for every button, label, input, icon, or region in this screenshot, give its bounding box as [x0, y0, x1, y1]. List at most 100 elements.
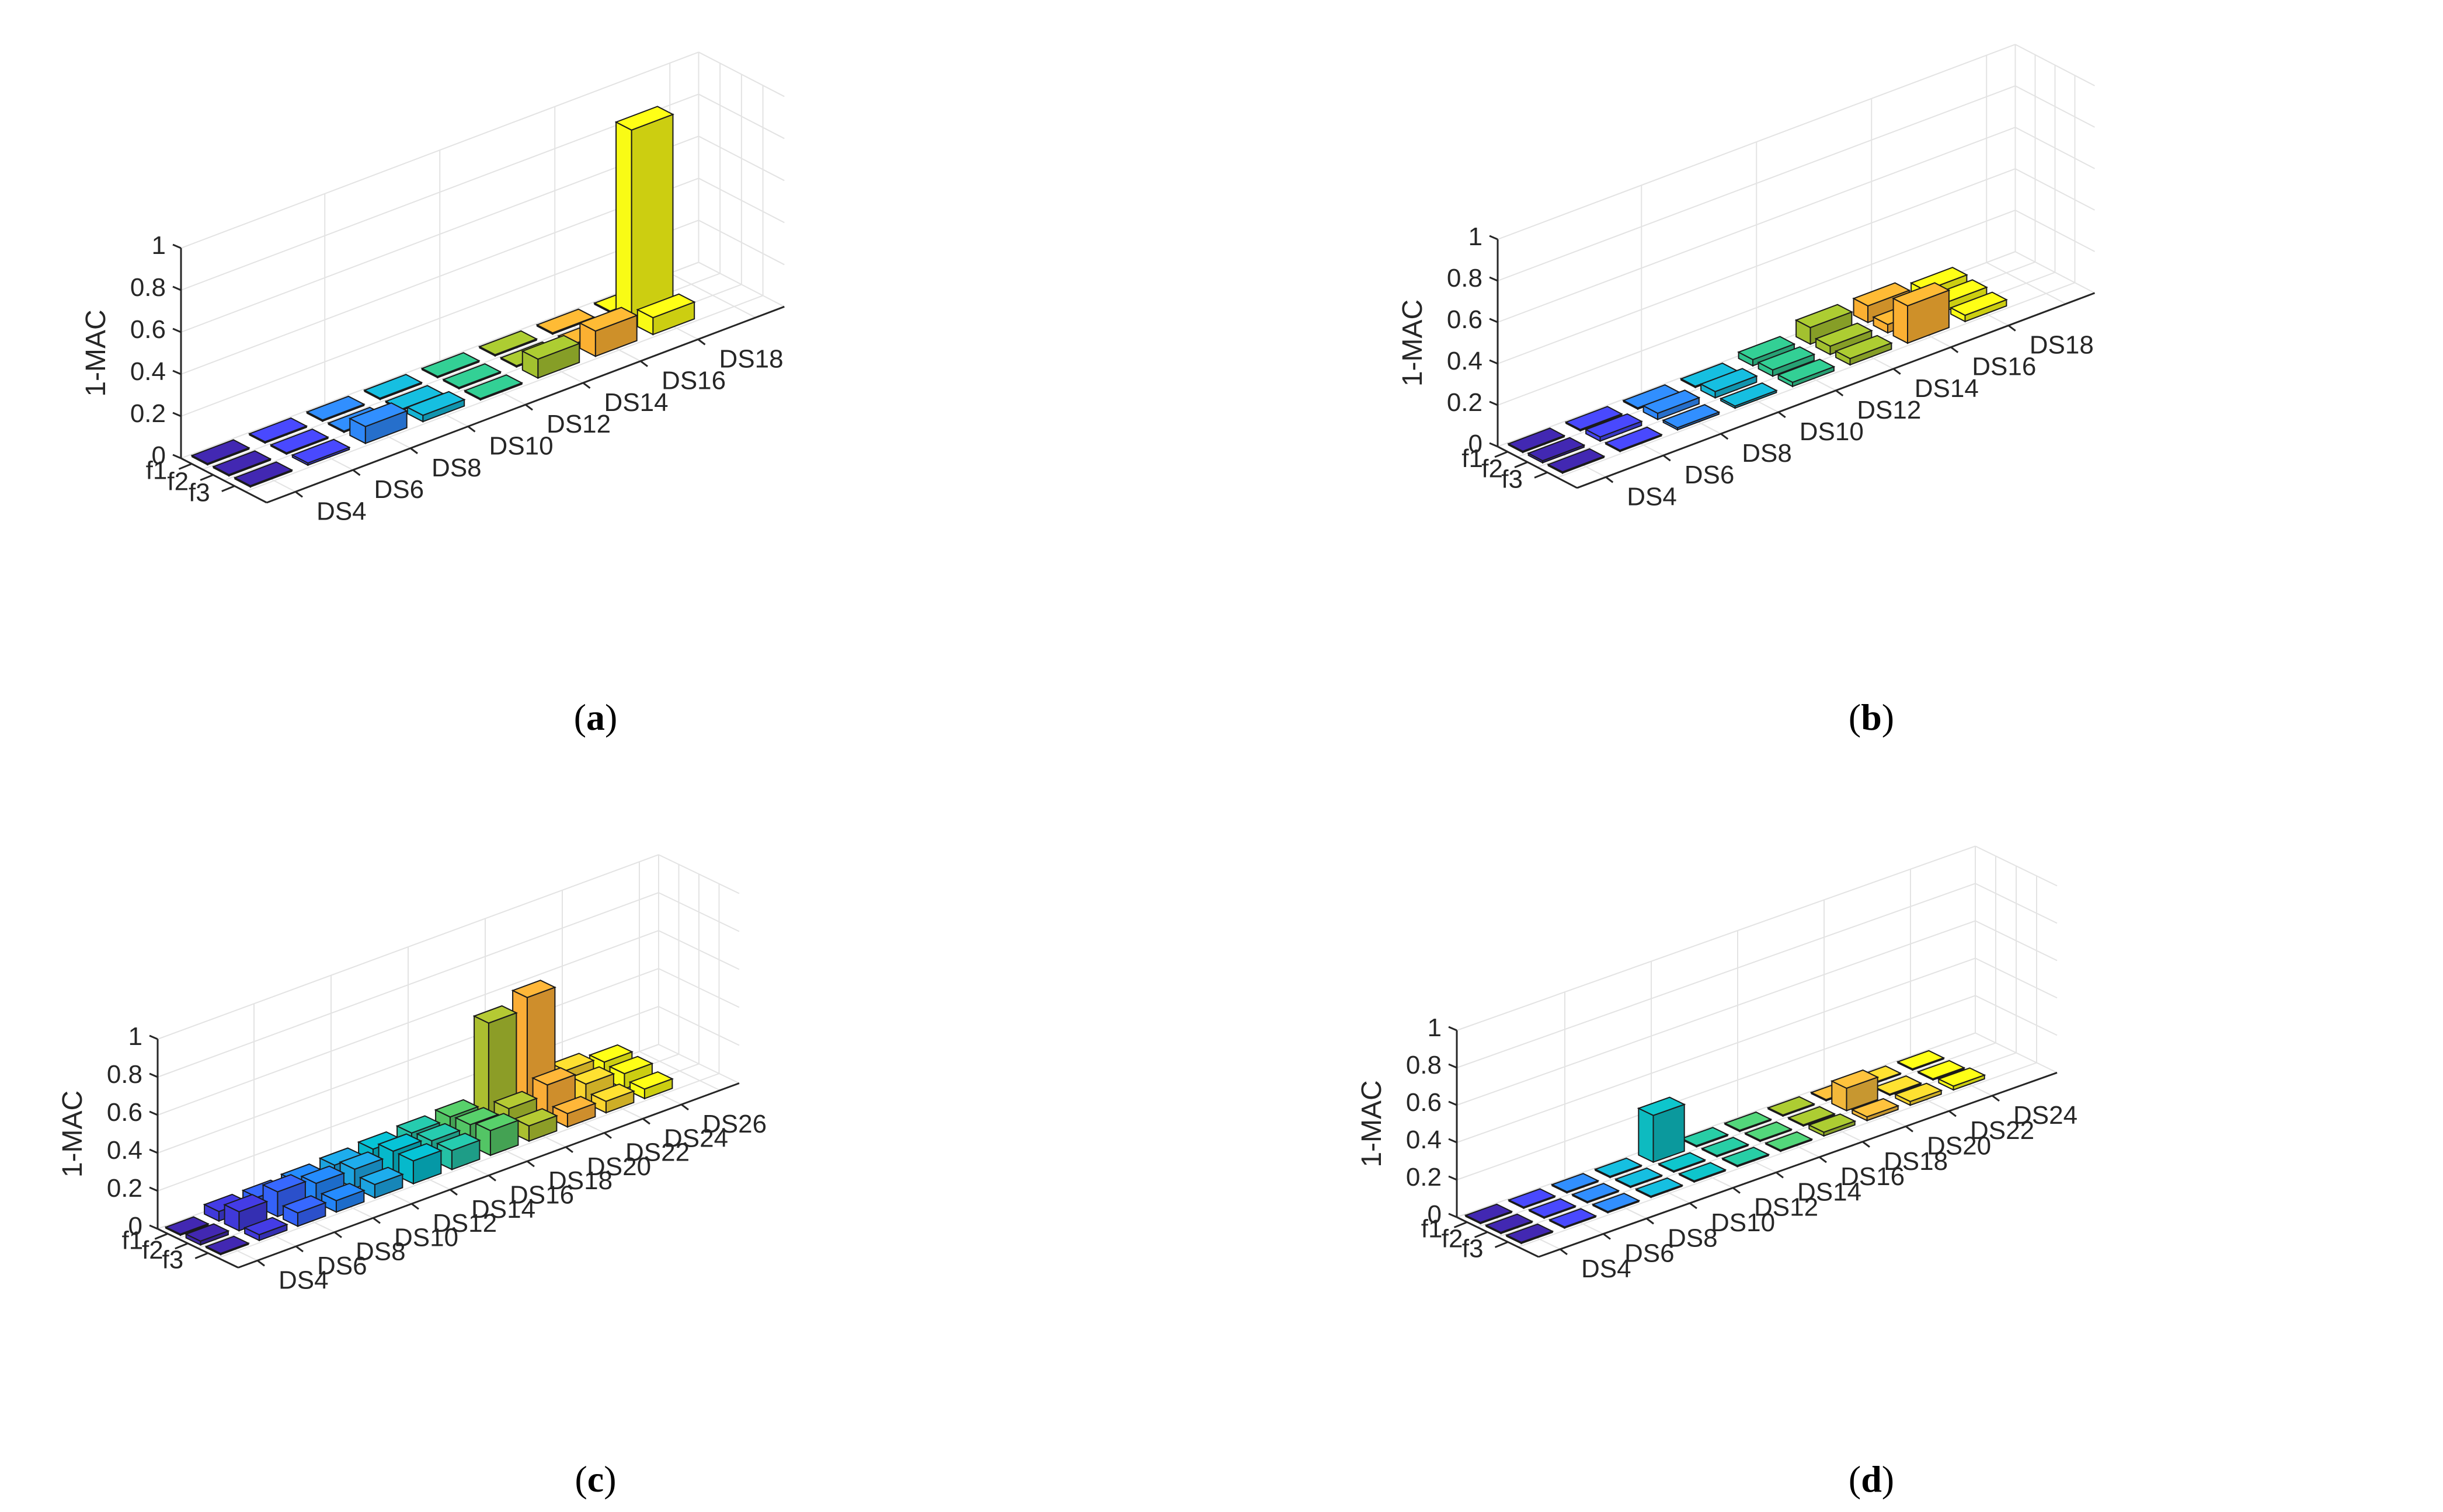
bar-f2-DS4 — [185, 1223, 230, 1246]
bar-f3-DS10 — [1719, 382, 1778, 409]
z-axis-tick-label: 0.4 — [130, 357, 166, 386]
bar-top-face — [359, 1166, 404, 1186]
column-tick-label: DS4 — [1581, 1255, 1631, 1283]
column-tick-label: DS4 — [279, 1266, 329, 1294]
bar-f3-DS14 — [521, 335, 581, 379]
floor-row-gridline — [1518, 1062, 2037, 1248]
row-axis-tick-mark — [1514, 461, 1528, 468]
z-axis-tick-mark — [1448, 1100, 1457, 1106]
column-axis-tick-mark — [1905, 1126, 1913, 1133]
z-axis-tick-label: 0.2 — [1447, 388, 1482, 417]
z-axis-tick-label: 0.4 — [107, 1136, 142, 1165]
bar-f3-DS16 — [1892, 282, 1951, 344]
column-axis-tick-mark — [697, 339, 706, 346]
column-tick-label: DS14 — [604, 388, 669, 417]
bar-f2-DS12 — [1657, 1152, 1707, 1173]
bar-top-face — [281, 1195, 327, 1214]
column-tick-label: DS12 — [1857, 396, 1921, 424]
column-tick-label: DS8 — [431, 454, 482, 482]
bar-top-face — [1680, 1127, 1729, 1147]
z-axis-tick-label: 0.8 — [130, 273, 166, 302]
bar-top-face — [1777, 358, 1836, 383]
row-axis-tick-mark — [200, 474, 214, 481]
bar-f1-DS12 — [420, 352, 481, 379]
bar-top-face — [1614, 1167, 1664, 1187]
z-axis-tick-mark — [1489, 400, 1498, 406]
bar-top-face — [1721, 1147, 1770, 1166]
z-axis-label: 1-MAC — [1356, 1080, 1387, 1167]
bar-top-face — [478, 330, 538, 356]
bar-top-face — [1678, 1162, 1727, 1182]
z-axis-tick-mark — [1489, 442, 1498, 448]
bar-top-face — [397, 1143, 443, 1162]
row-tick-label: f2 — [142, 1236, 163, 1264]
column-tick-label: DS16 — [662, 367, 726, 395]
column-tick-label: DS22 — [1970, 1116, 2034, 1145]
bar-top-face — [204, 1235, 250, 1255]
row-axis-line — [157, 1228, 239, 1269]
column-tick-label: DS4 — [316, 497, 367, 525]
panel-d: 00.20.40.60.811-MACf1f2f3DS4DS6DS8DS10DS… — [1356, 845, 2077, 1283]
bar-top-face — [1505, 1223, 1554, 1243]
bar-top-face — [1892, 282, 1951, 306]
bar-top-face — [1850, 1098, 1900, 1118]
bar-top-face — [1662, 404, 1721, 428]
bar-f3-DS8 — [1662, 404, 1721, 431]
column-axis-tick-mark — [467, 426, 476, 433]
row-axis-tick-mark — [1494, 451, 1508, 458]
bar-f1-DS4 — [1464, 1203, 1513, 1225]
bar-top-face — [636, 293, 696, 319]
row-tick-label: f3 — [1501, 465, 1523, 493]
z-axis-tick-mark — [1489, 318, 1498, 323]
bar-top-face — [588, 1044, 634, 1063]
column-axis-tick-mark — [334, 1231, 342, 1238]
bar-top-face — [1584, 413, 1643, 438]
bar-top-face — [1807, 1113, 1857, 1133]
z-axis-tick-label: 0.6 — [1406, 1088, 1442, 1117]
bar-f2-DS4 — [212, 450, 272, 477]
column-tick-label: DS12 — [547, 410, 611, 438]
column-axis-tick-mark — [1777, 411, 1786, 419]
z-axis-tick-label: 1 — [1468, 222, 1482, 251]
column-tick-label: DS18 — [2030, 331, 2094, 360]
bar-f2-DS14 — [1700, 1137, 1750, 1158]
bar-top-face — [1550, 1173, 1600, 1193]
bar-f3-DS24 — [1937, 1067, 1986, 1091]
bar-f3-DS8 — [348, 402, 409, 445]
column-tick-label: DS20 — [587, 1152, 651, 1181]
column-axis-tick-mark — [352, 469, 361, 476]
bar-top-face — [1834, 335, 1893, 360]
bar-top-face — [608, 1055, 654, 1075]
bar-f1-DS6 — [248, 417, 308, 444]
row-tick-label: f3 — [162, 1246, 184, 1274]
bar-top-face — [320, 1183, 366, 1201]
bar-f3-DS4 — [204, 1235, 250, 1256]
z-axis-tick-mark — [149, 1224, 158, 1230]
z-axis-tick-mark — [149, 1072, 158, 1078]
column-tick-label: DS12 — [433, 1209, 497, 1238]
row-axis-tick-mark — [175, 1242, 189, 1250]
bar-top-face — [570, 1066, 615, 1085]
z-axis-tick-label: 0.6 — [130, 315, 166, 344]
bar-f3-DS20 — [1850, 1098, 1900, 1122]
z-axis-tick-mark — [149, 1148, 158, 1154]
bar-top-face — [1527, 437, 1586, 462]
bar-f3-DS6 — [1548, 1208, 1598, 1229]
bar-top-face — [590, 1084, 635, 1102]
column-tick-label: DS16 — [510, 1180, 574, 1209]
z-axis-tick-label: 0.2 — [107, 1174, 142, 1203]
column-tick-label: DS20 — [1927, 1131, 1991, 1160]
bar-f3-DS14 — [1834, 335, 1893, 366]
bar-f1-DS14 — [1794, 304, 1853, 346]
z-axis-tick-mark — [172, 243, 182, 249]
column-tick-label: DS14 — [471, 1195, 535, 1224]
back-wall-z-gridline — [1456, 920, 1976, 1106]
row-tick-label: f3 — [189, 479, 210, 507]
column-tick-label: DS6 — [1624, 1239, 1675, 1268]
z-axis-tick-label: 0.8 — [107, 1060, 142, 1089]
bar-f2-DS8 — [1642, 389, 1701, 421]
column-tick-label: DS16 — [1840, 1162, 1905, 1191]
column-tick-label: DS6 — [1685, 461, 1735, 489]
row-axis-tick-mark — [154, 1232, 168, 1240]
bar-f1-DS10 — [1593, 1157, 1643, 1179]
